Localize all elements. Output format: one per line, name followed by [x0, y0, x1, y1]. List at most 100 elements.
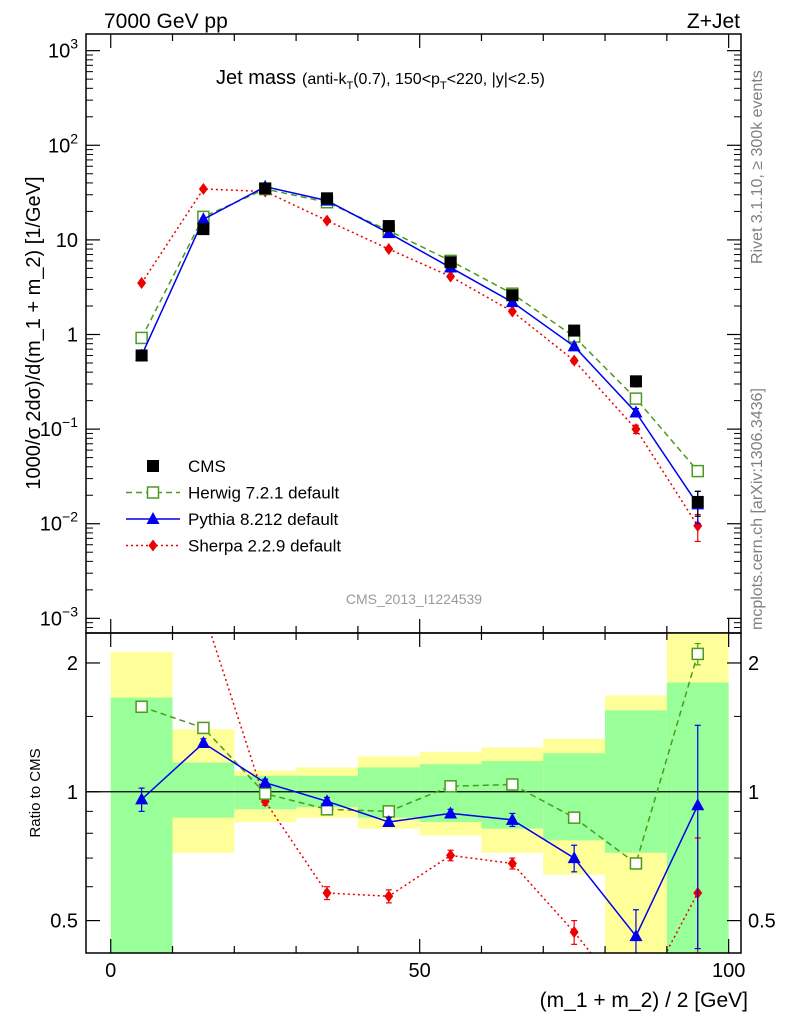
- chart-title: Jet mass (anti-kT(0.7), 150<pT<220, |y|<2…: [216, 67, 545, 92]
- ratio-panel-series: [135, 633, 705, 953]
- main-marker-cms: [135, 349, 148, 362]
- main-marker-sherpa: [507, 305, 517, 318]
- ratio-marker-herwig: [629, 857, 643, 870]
- main-marker-sherpa: [693, 519, 703, 532]
- main-marker-cms: [629, 375, 642, 388]
- ratio-marker-pythia: [691, 798, 705, 811]
- main-marker-cms: [444, 256, 457, 269]
- main-panel-series: [135, 179, 705, 543]
- main-y-tick-label: 10−2: [40, 509, 78, 536]
- legend-label-cms: CMS: [188, 457, 226, 476]
- main-marker-sherpa: [384, 243, 394, 256]
- ratio-y-tick-label: 0.5: [50, 911, 78, 933]
- legend-marker-pythia: [146, 512, 160, 524]
- legend-label-sherpa: Sherpa 2.2.9 default: [188, 537, 341, 556]
- main-marker-pythia: [629, 405, 643, 418]
- main-y-tick-label: 10−1: [40, 414, 78, 441]
- ratio-bands: [110, 633, 729, 953]
- title-part-1: (anti-k: [302, 71, 347, 88]
- main-marker-cms: [691, 495, 704, 508]
- ratio-y-tick-label-right: 2: [748, 653, 759, 675]
- analysis-watermark: CMS_2013_I1224539: [346, 591, 482, 607]
- ratio-series-herwig: [135, 642, 704, 870]
- main-series-area: [135, 179, 705, 543]
- uncertainty-band-inner: [172, 762, 235, 818]
- ratio-marker-pythia: [382, 814, 396, 827]
- ratio-marker-sherpa: [384, 890, 394, 903]
- ratio-marker-pythia: [444, 806, 458, 819]
- ratio-marker-herwig: [258, 787, 272, 800]
- main-y-tick-label: 10−3: [40, 603, 78, 630]
- ratio-line-pythia: [141, 742, 699, 938]
- ratio-y-tick-label-right: 0.5: [748, 911, 776, 933]
- ratio-marker-herwig: [444, 780, 457, 793]
- main-marker-sherpa: [198, 183, 208, 196]
- ratio-y-tick-label: 1: [67, 782, 78, 804]
- main-y-tick-label: 102: [48, 130, 78, 157]
- main-marker-herwig: [629, 392, 643, 405]
- main-y-axis-title: 1000/σ 2dσ)/d(m_1 + m_2) [1/GeV]: [23, 176, 45, 489]
- legend-marker-herwig: [146, 486, 160, 499]
- main-line-herwig: [140, 188, 699, 472]
- legend: CMS Herwig 7.2.1 default Pythia 8.212 defa…: [126, 457, 341, 556]
- main-marker-sherpa: [569, 354, 579, 367]
- legend-marker-sherpa: [148, 539, 158, 552]
- uncertainty-band-inner: [543, 753, 606, 841]
- main-series-cms: [135, 182, 704, 517]
- main-y-tick-label: 103: [48, 36, 78, 63]
- ratio-y-axis-title: Ratio to CMS: [27, 748, 44, 837]
- title-main: Jet mass: [216, 67, 296, 89]
- ratio-y-tick-label-right: 1: [748, 782, 759, 804]
- ratio-marker-pythia: [629, 929, 643, 942]
- ratio-y-tick-label: 2: [67, 653, 78, 675]
- rivet-version-text: Rivet 3.1.10, ≥ 300k events: [749, 70, 766, 264]
- x-axis-title: (m_1 + m_2) / 2 [GeV]: [540, 989, 748, 1012]
- ratio-marker-pythia: [320, 794, 334, 807]
- legend-entry-cms: CMS: [147, 457, 226, 476]
- ratio-marker-sherpa: [446, 849, 456, 862]
- main-y-tick-label: 1: [67, 325, 78, 347]
- ratio-marker-herwig: [197, 721, 210, 735]
- main-marker-cms: [259, 182, 272, 195]
- main-marker-sherpa: [137, 277, 147, 290]
- title-part-3: <220, |y|<2.5): [447, 71, 545, 88]
- title-sub-2: T: [440, 80, 447, 92]
- uncertainty-band-inner: [110, 697, 173, 953]
- ratio-series-area: [135, 633, 705, 953]
- main-marker-sherpa: [446, 270, 456, 283]
- legend-label-herwig: Herwig 7.2.1 default: [188, 484, 339, 503]
- ratio-marker-herwig: [506, 778, 519, 791]
- ratio-marker-sherpa: [322, 887, 332, 900]
- title-part-2: (0.7), 150<p: [353, 71, 440, 88]
- ratio-line-herwig: [141, 653, 699, 865]
- header-beam-label: 7000 GeV pp: [104, 10, 228, 33]
- main-marker-herwig: [135, 331, 148, 345]
- legend-entry-sherpa: Sherpa 2.2.9 default: [126, 537, 341, 556]
- ratio-marker-pythia: [258, 775, 272, 788]
- ratio-panel-y-ticks: 0.5 0.5 1 1 2 2: [50, 653, 776, 933]
- main-marker-cms: [506, 289, 519, 302]
- ratio-panel-frame: [85, 632, 742, 954]
- x-tick-label: 0: [105, 960, 116, 982]
- main-marker-sherpa: [631, 423, 641, 436]
- legend-label-pythia: Pythia 8.212 default: [188, 510, 339, 529]
- x-tick-label: 100: [712, 960, 745, 982]
- main-marker-sherpa: [322, 214, 332, 227]
- main-marker-herwig: [691, 464, 704, 478]
- main-series-herwig: [135, 182, 704, 478]
- ratio-marker-herwig: [691, 647, 704, 661]
- legend-entry-herwig: Herwig 7.2.1 default: [126, 484, 339, 503]
- ratio-marker-sherpa: [569, 926, 579, 939]
- main-marker-pythia: [567, 339, 581, 352]
- mcplots-citation-text: mcplots.cern.ch [arXiv:1306.3436]: [749, 388, 766, 630]
- ratio-marker-sherpa: [507, 857, 517, 870]
- ratio-marker-pythia: [505, 812, 519, 825]
- main-line-pythia: [140, 185, 699, 505]
- header-process-label: Z+Jet: [687, 10, 740, 33]
- ratio-marker-herwig: [567, 811, 581, 824]
- main-marker-cms: [197, 223, 210, 236]
- ratio-series-pythia: [135, 724, 705, 953]
